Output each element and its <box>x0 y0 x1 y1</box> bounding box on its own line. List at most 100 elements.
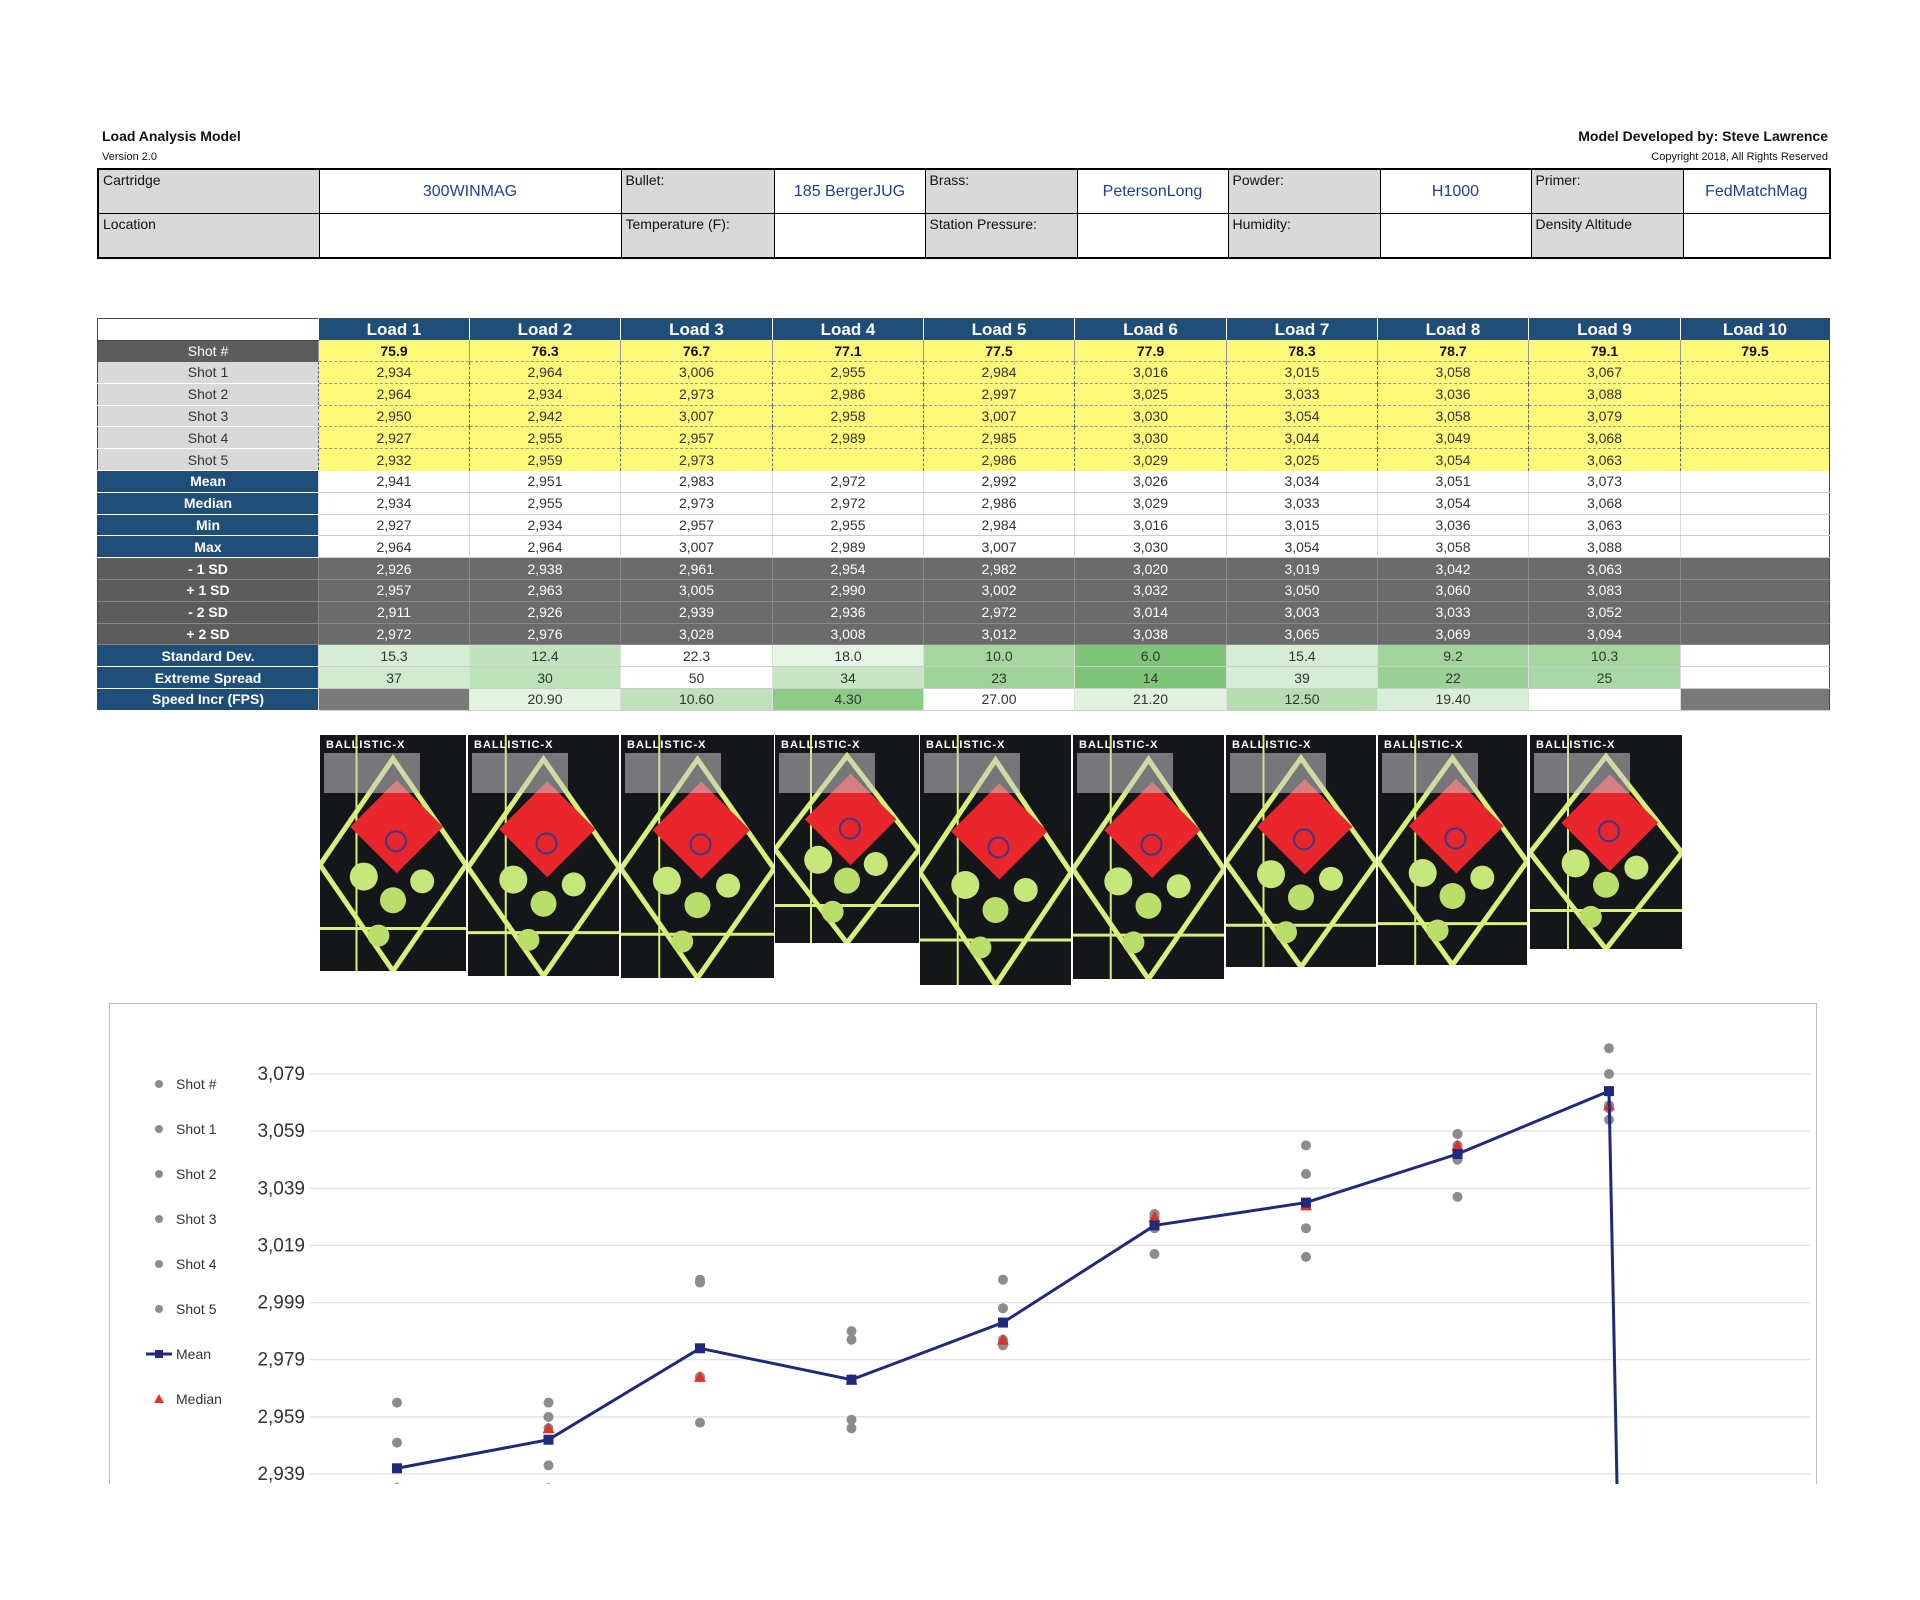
value-cell[interactable]: 2,972 <box>772 470 924 493</box>
value-cell[interactable]: 2,986 <box>772 382 924 406</box>
value-cell[interactable] <box>1680 361 1830 384</box>
value-cell[interactable]: 3,058 <box>1377 404 1529 427</box>
value-cell[interactable]: 3,030 <box>1074 426 1227 449</box>
value-cell[interactable]: 3,033 <box>1377 601 1529 624</box>
value-cell[interactable]: 2,964 <box>318 535 470 559</box>
value-cell[interactable]: 22.3 <box>620 644 773 668</box>
value-cell[interactable]: 3,028 <box>620 623 773 646</box>
value-cell[interactable] <box>318 688 470 711</box>
value-cell[interactable]: 3,025 <box>1074 382 1227 406</box>
value-cell[interactable]: 2,982 <box>923 557 1075 581</box>
pressure-field[interactable] <box>1076 213 1229 259</box>
value-cell[interactable] <box>1680 579 1830 602</box>
cartridge-field[interactable]: 300WINMAG <box>318 168 622 214</box>
value-cell[interactable]: 3,030 <box>1074 535 1227 559</box>
value-cell[interactable]: 2,964 <box>469 535 621 559</box>
value-cell[interactable]: 3,036 <box>1377 514 1529 537</box>
value-cell[interactable]: 25 <box>1528 666 1681 690</box>
value-cell[interactable]: 2,973 <box>620 382 773 406</box>
value-cell[interactable]: 3,058 <box>1377 535 1529 559</box>
value-cell[interactable]: 23 <box>923 666 1075 690</box>
value-cell[interactable]: 3,007 <box>620 535 773 559</box>
value-cell[interactable]: 2,957 <box>318 579 470 602</box>
value-cell[interactable]: 3,020 <box>1074 557 1227 581</box>
value-cell[interactable]: 2,950 <box>318 404 470 427</box>
value-cell[interactable]: 3,052 <box>1528 601 1681 624</box>
value-cell[interactable] <box>1680 382 1830 406</box>
value-cell[interactable]: 20.90 <box>469 688 621 711</box>
value-cell[interactable]: 2,932 <box>318 448 470 471</box>
value-cell[interactable]: 3,016 <box>1074 514 1227 537</box>
charge-cell[interactable]: 76.7 <box>620 340 773 362</box>
value-cell[interactable] <box>1528 688 1681 711</box>
value-cell[interactable]: 21.20 <box>1074 688 1227 711</box>
value-cell[interactable]: 3,094 <box>1528 623 1681 646</box>
value-cell[interactable]: 3,007 <box>923 404 1075 427</box>
value-cell[interactable]: 2,942 <box>469 404 621 427</box>
value-cell[interactable]: 2,986 <box>923 448 1075 471</box>
value-cell[interactable]: 2,936 <box>772 601 924 624</box>
charge-cell[interactable]: 78.7 <box>1377 340 1529 362</box>
value-cell[interactable] <box>1680 535 1830 559</box>
value-cell[interactable]: 3,054 <box>1377 448 1529 471</box>
value-cell[interactable]: 3,006 <box>620 361 773 384</box>
value-cell[interactable]: 2,934 <box>469 382 621 406</box>
value-cell[interactable]: 2,934 <box>469 514 621 537</box>
value-cell[interactable]: 3,088 <box>1528 535 1681 559</box>
value-cell[interactable]: 3,069 <box>1377 623 1529 646</box>
value-cell[interactable]: 2,951 <box>469 470 621 493</box>
value-cell[interactable]: 3,063 <box>1528 557 1681 581</box>
value-cell[interactable]: 3,068 <box>1528 426 1681 449</box>
value-cell[interactable]: 2,997 <box>923 382 1075 406</box>
value-cell[interactable]: 3,005 <box>620 579 773 602</box>
value-cell[interactable]: 3,063 <box>1528 448 1681 471</box>
value-cell[interactable]: 3,002 <box>923 579 1075 602</box>
value-cell[interactable]: 10.3 <box>1528 644 1681 668</box>
value-cell[interactable]: 2,986 <box>923 492 1075 515</box>
value-cell[interactable] <box>1680 623 1830 646</box>
value-cell[interactable]: 27.00 <box>923 688 1075 711</box>
value-cell[interactable]: 2,957 <box>620 514 773 537</box>
value-cell[interactable]: 15.3 <box>318 644 470 668</box>
value-cell[interactable]: 2,938 <box>469 557 621 581</box>
value-cell[interactable] <box>772 448 924 471</box>
value-cell[interactable]: 2,959 <box>469 448 621 471</box>
value-cell[interactable]: 2,984 <box>923 514 1075 537</box>
value-cell[interactable]: 3,007 <box>620 404 773 427</box>
value-cell[interactable]: 3,042 <box>1377 557 1529 581</box>
value-cell[interactable]: 3,049 <box>1377 426 1529 449</box>
primer-field[interactable]: FedMatchMag <box>1682 168 1831 214</box>
value-cell[interactable]: 3,029 <box>1074 492 1227 515</box>
value-cell[interactable]: 3,016 <box>1074 361 1227 384</box>
density-altitude-field[interactable] <box>1682 213 1831 259</box>
brass-field[interactable]: PetersonLong <box>1076 168 1229 214</box>
value-cell[interactable]: 30 <box>469 666 621 690</box>
value-cell[interactable]: 2,955 <box>469 426 621 449</box>
value-cell[interactable]: 2,955 <box>772 514 924 537</box>
temperature-field[interactable] <box>773 213 926 259</box>
value-cell[interactable]: 3,032 <box>1074 579 1227 602</box>
value-cell[interactable] <box>1680 492 1830 515</box>
value-cell[interactable]: 3,014 <box>1074 601 1227 624</box>
charge-cell[interactable]: 76.3 <box>469 340 621 362</box>
value-cell[interactable]: 2,964 <box>318 382 470 406</box>
charge-cell[interactable]: 77.1 <box>772 340 924 362</box>
charge-cell[interactable]: 78.3 <box>1226 340 1378 362</box>
value-cell[interactable]: 2,973 <box>620 492 773 515</box>
value-cell[interactable]: 14 <box>1074 666 1227 690</box>
value-cell[interactable]: 10.0 <box>923 644 1075 668</box>
value-cell[interactable]: 3,079 <box>1528 404 1681 427</box>
value-cell[interactable]: 3,044 <box>1226 426 1378 449</box>
value-cell[interactable]: 2,972 <box>923 601 1075 624</box>
value-cell[interactable]: 39 <box>1226 666 1378 690</box>
bullet-field[interactable]: 185 BergerJUG <box>773 168 926 214</box>
value-cell[interactable]: 2,926 <box>469 601 621 624</box>
value-cell[interactable]: 3,003 <box>1226 601 1378 624</box>
charge-cell[interactable]: 79.5 <box>1680 340 1830 362</box>
value-cell[interactable]: 2,989 <box>772 426 924 449</box>
value-cell[interactable]: 12.4 <box>469 644 621 668</box>
value-cell[interactable] <box>1680 514 1830 537</box>
value-cell[interactable] <box>1680 404 1830 427</box>
value-cell[interactable]: 3,054 <box>1226 404 1378 427</box>
value-cell[interactable] <box>1680 601 1830 624</box>
